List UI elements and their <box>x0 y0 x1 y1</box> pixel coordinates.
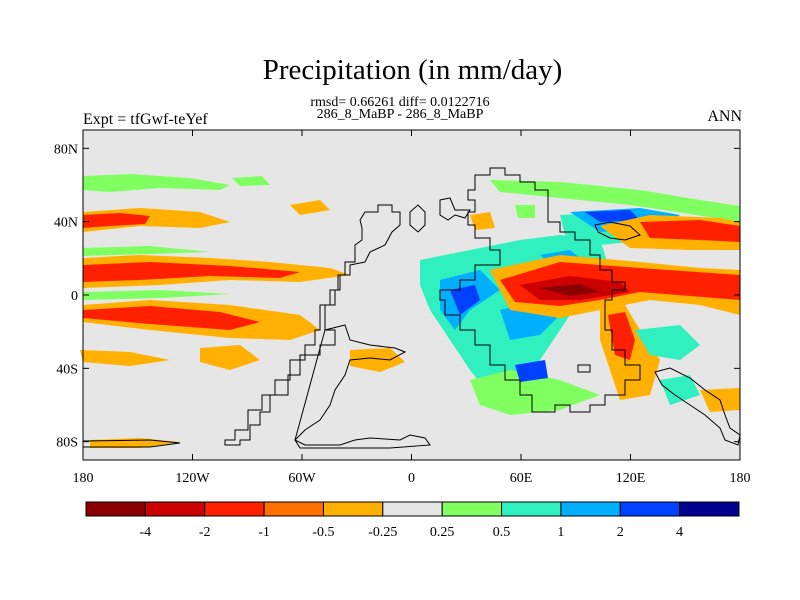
coastline <box>577 364 591 373</box>
colorbar-label: 2 <box>617 525 624 540</box>
field-orange <box>80 350 170 366</box>
colorbar-box <box>501 501 562 517</box>
field-darkblue <box>450 285 480 315</box>
colorbar-label: 0.25 <box>430 525 455 540</box>
coastline <box>409 204 426 233</box>
lat-tick-label: 40S <box>56 362 78 377</box>
colorbar-box <box>560 501 621 517</box>
colorbar-label: -1 <box>258 525 270 540</box>
coastline <box>439 167 641 413</box>
coastline <box>654 367 741 446</box>
field-darkblue <box>585 210 640 222</box>
expt-label: Expt = tfGwf-teYef <box>83 111 208 128</box>
colorbar-label: 1 <box>557 525 564 540</box>
lat-tick-label: 80N <box>54 142 78 157</box>
lon-tick-label: 120E <box>616 471 646 486</box>
field-green <box>83 246 210 256</box>
colorbar-labels: -4 -2 -1 -0.5 -0.25 0.25 0.5 1 2 4 <box>140 525 684 540</box>
colorbar-label: 0.5 <box>493 525 511 540</box>
colorbar-label: -4 <box>140 525 152 540</box>
coastline <box>439 197 471 221</box>
field-deepred <box>540 284 600 296</box>
colorbar-label: -0.5 <box>312 525 334 540</box>
colorbar-box <box>619 501 681 517</box>
field-red <box>83 213 150 228</box>
coastline <box>224 204 401 446</box>
colorbar-box <box>382 501 443 517</box>
colorbar-box <box>679 501 740 517</box>
lat-tick-label: 40N <box>54 216 78 231</box>
colorbar-box <box>441 501 503 517</box>
field-orange <box>290 200 330 215</box>
field-cyan <box>660 375 700 405</box>
field-orange <box>350 348 405 372</box>
field-darkblue <box>515 360 548 382</box>
lon-tick-label: 120W <box>175 471 210 486</box>
map-plot: 180 120W 60W 0 60E 120E 180 80N 40N 0 40S 80S <box>54 129 751 486</box>
page-title: Precipitation (in mm/day) <box>262 54 563 86</box>
field-green <box>470 370 600 415</box>
field-red <box>640 220 740 242</box>
coastlines <box>82 167 741 449</box>
coastline <box>594 221 641 241</box>
colorbar-box <box>204 501 265 517</box>
colorbar-boxes <box>85 501 740 517</box>
field-orange <box>470 212 495 230</box>
field-green <box>490 180 740 222</box>
lat-tick-label: 0 <box>71 289 78 304</box>
season-label: ANN <box>707 108 742 125</box>
field-green <box>232 176 270 186</box>
lat-tick-label: 80S <box>56 436 78 451</box>
case-label: 286_8_MaBP - 286_8_MaBP <box>316 107 484 122</box>
lon-tick-label: 60W <box>288 471 316 486</box>
lon-tick-label: 60E <box>510 471 533 486</box>
lon-axis: 180 120W 60W 0 60E 120E 180 <box>73 130 751 486</box>
field-green <box>83 290 230 300</box>
colorbar-box <box>144 501 206 517</box>
field-red <box>83 262 300 282</box>
field-red <box>608 312 635 360</box>
colorbar-label: -2 <box>199 525 211 540</box>
colorbar-box <box>263 501 324 517</box>
colorbar-label: -0.25 <box>368 525 397 540</box>
lat-axis: 80N 40N 0 40S 80S <box>54 142 740 451</box>
stats-label: rmsd= 0.66261 diff= 0.0122716 <box>310 95 490 110</box>
lon-tick-label: 180 <box>73 471 94 486</box>
colorbar-box <box>322 501 384 517</box>
field-green <box>515 205 535 218</box>
lon-tick-label: 0 <box>408 471 415 486</box>
colorbar: -4 -2 -1 -0.5 -0.25 0.25 0.5 1 2 4 <box>85 501 740 540</box>
field-orange <box>200 345 260 370</box>
colorbar-box <box>85 501 146 517</box>
colorbar-label: 4 <box>676 525 683 540</box>
field-green <box>83 174 230 192</box>
coastline <box>294 324 431 449</box>
field-red <box>83 306 260 330</box>
field-cyan <box>635 325 700 360</box>
lon-tick-label: 180 <box>730 471 751 486</box>
